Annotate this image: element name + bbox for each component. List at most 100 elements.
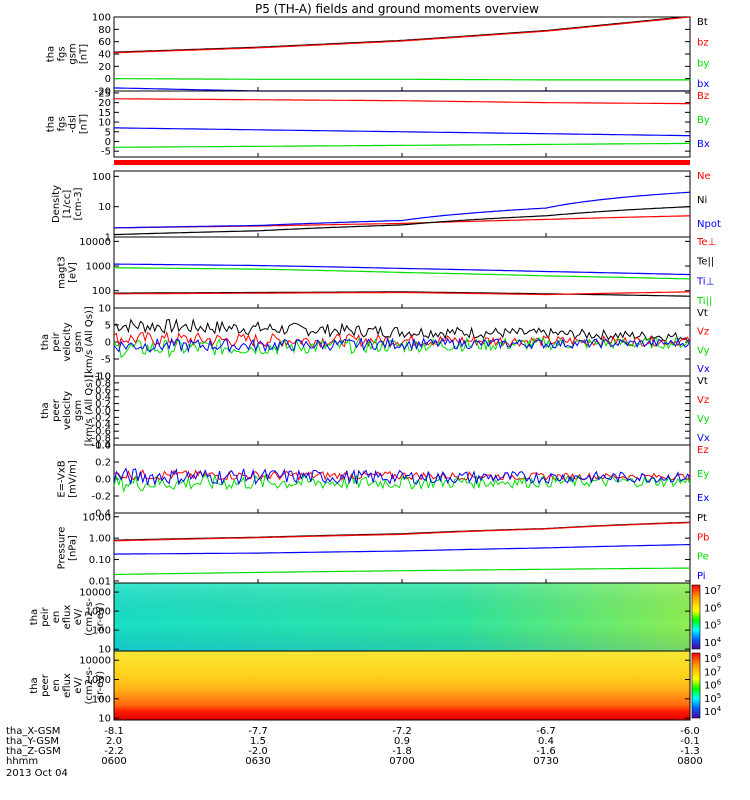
y-axis-label: fgs bbox=[57, 116, 68, 131]
y-tick-label: 0.2 bbox=[95, 458, 111, 469]
y-tick-label: 15 bbox=[98, 108, 111, 119]
y-tick-label: -0.2 bbox=[91, 492, 111, 503]
y-tick-label: -1.0 bbox=[91, 441, 111, 452]
y-tick-label: 1.0 bbox=[95, 372, 111, 383]
legend-entry: Ez bbox=[697, 445, 709, 456]
series-line-ex bbox=[113, 467, 691, 487]
y-axis-label: (cm2-s- bbox=[84, 598, 95, 636]
footer-row-value: -6.0 bbox=[680, 726, 700, 737]
legend-entry: Vz bbox=[697, 395, 709, 406]
y-tick-label: 10 bbox=[98, 118, 111, 129]
y-tick-label: 0.4 bbox=[95, 441, 111, 452]
panel-density: 100 10 1 Density [1/cc] [cm-3] Ne Ni Npot bbox=[51, 170, 721, 244]
legend-entry: Vt bbox=[697, 376, 708, 387]
series-line-bz bbox=[113, 16, 691, 54]
y-axis-label: sr-eV) bbox=[95, 602, 106, 631]
series-line-by bbox=[114, 78, 690, 81]
y-tick-label: 10 bbox=[98, 202, 111, 213]
spectrogram-shade bbox=[114, 583, 690, 651]
y-axis-label: [nPa] bbox=[68, 535, 79, 561]
footer-row-value: -7.7 bbox=[248, 726, 268, 737]
series-line-bt bbox=[114, 16, 690, 53]
colorbar-tick-exp: 4 bbox=[717, 636, 722, 644]
panel-temperature: 10000 1000 100 magt3 [eV] Te⊥ Te|| Ti⊥ Ti|| bbox=[57, 236, 716, 309]
y-axis-label: tha bbox=[40, 334, 51, 350]
legend-entry: Pb bbox=[697, 532, 709, 543]
y-axis-label: [km/s (All Qs)] bbox=[84, 306, 95, 378]
y-tick-label: 1000 bbox=[86, 675, 111, 686]
panel-separator-bar bbox=[114, 160, 690, 165]
y-tick-label: 10.00 bbox=[82, 512, 111, 523]
footer-row-value: 1.5 bbox=[250, 736, 266, 747]
y-axis-label: [mV/m] bbox=[68, 460, 79, 498]
series-line-bz bbox=[114, 98, 690, 105]
y-tick-label: 0.10 bbox=[89, 555, 111, 566]
y-tick-label: 100 bbox=[92, 13, 111, 24]
colorbar-tick-base: 10 bbox=[704, 603, 717, 614]
colorbar-tick-base: 10 bbox=[704, 694, 717, 705]
y-tick-label: 20 bbox=[98, 98, 111, 109]
footer-row-value: 0600 bbox=[101, 756, 126, 767]
colorbar-tick-label: 108 bbox=[704, 652, 721, 665]
panel-peir_velocity: 10 5 0 -5 -10 tha peir velocity gsm [km/s (All Qs… bbox=[40, 304, 710, 383]
y-axis-label: gsm bbox=[73, 400, 84, 421]
legend-entry: Vy bbox=[697, 345, 710, 356]
series-line-pt bbox=[114, 521, 691, 541]
series-line-ti bbox=[114, 267, 691, 280]
footer-row-label: tha_X-GSM bbox=[6, 726, 60, 737]
footer-row-label: tha_Y-GSM bbox=[6, 736, 59, 747]
y-tick-label: 10 bbox=[98, 714, 111, 725]
panel-pressure: 10.00 1.00 0.10 0.01 Pressure [nPa] Pt Pb Pe Pi bbox=[57, 512, 710, 587]
y-axis-label: [nT] bbox=[79, 114, 90, 134]
y-axis-label: [1/cc] bbox=[62, 190, 73, 219]
y-axis-label: eV/ bbox=[73, 677, 84, 694]
colorbar-gradient bbox=[691, 584, 701, 650]
colorbar-tick-exp: 6 bbox=[717, 601, 722, 609]
colorbar-tick-exp: 7 bbox=[717, 665, 721, 673]
legend-entry: Pt bbox=[697, 513, 707, 524]
y-axis-label: peer bbox=[51, 398, 62, 422]
y-tick-label: -20 bbox=[95, 87, 111, 98]
y-tick-label: 0.2 bbox=[95, 399, 111, 410]
legend-entry: By bbox=[697, 115, 710, 126]
legend-entry: Vx bbox=[697, 433, 710, 444]
y-axis-label: tha bbox=[46, 116, 57, 132]
y-axis-label: en bbox=[51, 679, 62, 692]
y-axis-label: tha bbox=[40, 402, 51, 418]
y-tick-label: 25 bbox=[98, 88, 111, 99]
colorbar-tick-label: 105 bbox=[704, 692, 721, 705]
footer-row-value: -0.1 bbox=[680, 736, 700, 747]
colorbar-tick-base: 10 bbox=[704, 707, 717, 718]
colorbar-gradient bbox=[691, 652, 701, 719]
colorbar-tick-label: 104 bbox=[704, 705, 722, 718]
series-line-vt bbox=[113, 318, 691, 342]
y-tick-label: 0.4 bbox=[95, 392, 111, 403]
y-axis-label: Pressure bbox=[57, 527, 68, 570]
legend-entry: Npot bbox=[697, 219, 721, 230]
colorbar-tick-label: 105 bbox=[704, 619, 721, 632]
legend-entry: Vy bbox=[697, 414, 710, 425]
y-tick-label: 20 bbox=[98, 62, 111, 73]
footer-row-value: 0630 bbox=[245, 756, 270, 767]
y-axis-label: eflux bbox=[62, 605, 73, 630]
spectrogram-fill bbox=[114, 651, 690, 720]
footer-row-value: -2.2 bbox=[104, 746, 124, 757]
y-tick-label: -0.2 bbox=[91, 413, 111, 424]
colorbar-tick-base: 10 bbox=[704, 654, 717, 665]
figure-title: P5 (TH-A) fields and ground moments over… bbox=[255, 2, 539, 16]
y-tick-label: -0.4 bbox=[91, 420, 111, 431]
y-tick-label: 5 bbox=[105, 127, 111, 138]
colorbar-tick-exp: 5 bbox=[717, 692, 721, 700]
y-axis-label: gsm bbox=[73, 331, 84, 352]
date-label: 2013 Oct 04 bbox=[6, 768, 68, 779]
y-tick-label: 0.0 bbox=[95, 406, 111, 417]
legend-entry: Pi bbox=[697, 571, 706, 582]
y-tick-label: 100 bbox=[92, 626, 111, 637]
y-tick-label: 10000 bbox=[79, 237, 111, 248]
colorbar-tick-base: 10 bbox=[704, 586, 717, 597]
y-tick-label: 0 bbox=[105, 338, 111, 349]
y-tick-label: 0.0 bbox=[95, 475, 111, 486]
